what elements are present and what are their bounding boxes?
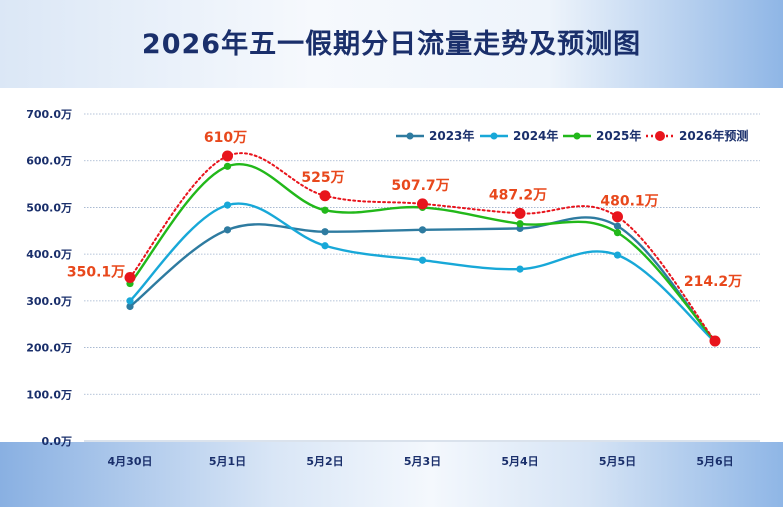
data-point: [612, 211, 623, 223]
y-tick-label: 100.0万: [26, 388, 72, 401]
x-tick-label: 5月3日: [404, 455, 441, 468]
data-point: [516, 265, 524, 273]
data-point: [613, 222, 622, 230]
data-point: [514, 207, 526, 219]
data-point: [418, 226, 427, 234]
data-point: [223, 226, 232, 234]
data-label: 525万: [301, 170, 344, 186]
chart-title: 2026年五一假期分日流量走势及预测图: [141, 29, 642, 60]
data-point: [613, 229, 622, 237]
data-point: [709, 335, 721, 347]
x-tick-label: 4月30日: [108, 455, 153, 468]
data-point: [223, 162, 232, 170]
legend-label: 2023年: [429, 128, 474, 143]
data-point: [222, 150, 233, 162]
data-label: 480.1万: [600, 194, 658, 210]
footer-band: [0, 442, 783, 507]
legend-marker: [573, 132, 581, 140]
title-banner: [0, 0, 783, 88]
data-point: [613, 251, 622, 259]
data-point: [321, 228, 329, 236]
data-point: [126, 297, 134, 305]
data-point: [321, 242, 329, 250]
x-tick-label: 5月4日: [501, 455, 538, 468]
data-label: 507.7万: [391, 178, 449, 194]
series-line-2023年: [128, 216, 717, 345]
data-label: 214.2万: [684, 274, 742, 290]
data-point: [319, 190, 331, 202]
y-tick-label: 700.0万: [26, 108, 72, 121]
x-tick-label: 5月1日: [209, 455, 246, 468]
data-point: [417, 198, 428, 210]
x-tick-label: 5月2日: [306, 455, 343, 468]
x-tick-label: 5月5日: [599, 455, 636, 468]
y-tick-label: 200.0万: [26, 342, 72, 355]
data-label: 487.2万: [489, 187, 547, 203]
y-tick-label: 400.0万: [26, 248, 72, 261]
data-point: [418, 256, 427, 264]
data-point: [126, 302, 134, 311]
data-point: [124, 271, 136, 283]
data-label: 350.1万: [67, 264, 125, 280]
y-tick-label: 500.0万: [26, 201, 72, 214]
legend-label: 2024年: [513, 128, 558, 143]
data-point: [321, 206, 329, 214]
legend-marker: [490, 132, 498, 140]
y-tick-label: 0.0万: [42, 435, 73, 448]
y-tick-label: 600.0万: [26, 155, 72, 168]
legend-label: 2025年: [596, 128, 641, 143]
data-point: [516, 220, 524, 228]
data-label: 610万: [204, 130, 247, 146]
legend-label: 2026年预测: [679, 128, 748, 143]
legend-marker: [655, 131, 665, 141]
legend-marker: [406, 132, 414, 140]
x-tick-label: 5月6日: [696, 455, 733, 468]
data-point: [223, 201, 232, 209]
y-tick-label: 300.0万: [26, 295, 72, 308]
